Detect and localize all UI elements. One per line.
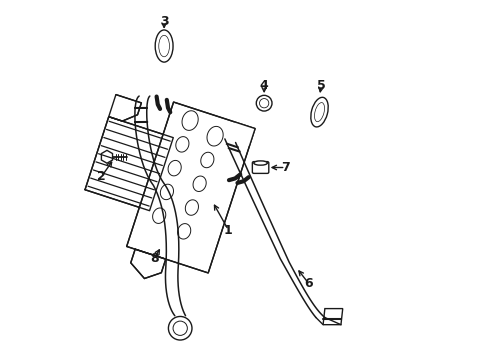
- Polygon shape: [185, 200, 198, 215]
- Polygon shape: [130, 249, 165, 279]
- Ellipse shape: [253, 161, 267, 165]
- FancyBboxPatch shape: [252, 162, 268, 174]
- Text: 7: 7: [281, 161, 289, 174]
- Text: 6: 6: [304, 277, 312, 290]
- Polygon shape: [160, 184, 173, 200]
- Polygon shape: [101, 150, 112, 163]
- Polygon shape: [168, 161, 181, 176]
- Polygon shape: [233, 122, 255, 148]
- Polygon shape: [193, 176, 206, 192]
- Text: 5: 5: [316, 79, 325, 92]
- Ellipse shape: [310, 97, 327, 127]
- Polygon shape: [152, 208, 165, 224]
- Text: 2: 2: [97, 170, 106, 183]
- Polygon shape: [176, 137, 188, 152]
- Ellipse shape: [159, 35, 169, 57]
- Text: 4: 4: [259, 79, 268, 92]
- Polygon shape: [182, 111, 198, 130]
- Polygon shape: [206, 126, 223, 146]
- Polygon shape: [201, 152, 213, 168]
- Polygon shape: [126, 102, 255, 273]
- Text: 8: 8: [149, 252, 158, 265]
- Polygon shape: [108, 95, 141, 121]
- Polygon shape: [177, 224, 190, 239]
- Polygon shape: [85, 117, 173, 211]
- Polygon shape: [323, 309, 342, 325]
- Ellipse shape: [314, 103, 324, 122]
- Ellipse shape: [155, 30, 173, 62]
- Text: 1: 1: [224, 224, 232, 237]
- Text: 3: 3: [160, 14, 168, 27]
